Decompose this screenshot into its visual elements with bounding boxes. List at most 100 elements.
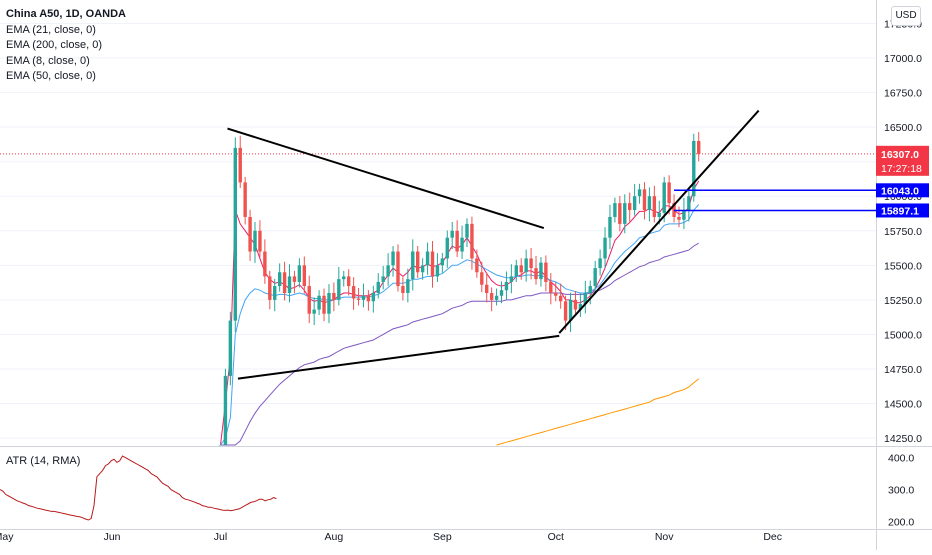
candle-body	[263, 251, 267, 277]
candle-body	[573, 299, 578, 310]
level-tag-label: 16043.0	[881, 185, 919, 197]
candle	[416, 245, 420, 278]
candle	[411, 239, 415, 291]
price-tick-label: 14500.0	[884, 399, 922, 411]
candle-body	[268, 276, 272, 300]
candle-body	[608, 216, 612, 238]
candle	[652, 185, 657, 223]
trendline-rising-support[interactable]	[558, 109, 760, 334]
currency-button[interactable]: USD	[891, 6, 921, 26]
symbol-title[interactable]: China A50, 1D, OANDA	[6, 8, 127, 20]
candle	[332, 282, 336, 312]
price-tick-label: 15000.0	[884, 329, 922, 341]
candle	[391, 245, 395, 277]
price-tick-label: 15750.0	[884, 226, 922, 238]
candle-body	[361, 295, 366, 300]
candle	[386, 253, 390, 286]
candle	[406, 268, 410, 303]
atr-pane	[0, 455, 277, 521]
legend-ema-21[interactable]: EMA (21, close, 0)	[6, 23, 96, 36]
candle	[529, 247, 533, 280]
candle-body	[376, 281, 380, 293]
candle	[228, 311, 233, 386]
date-tick-label: Jul	[214, 531, 227, 543]
candle-body	[292, 276, 297, 282]
candle-body	[598, 258, 602, 269]
candle-body	[406, 279, 410, 293]
indicator-legend: China A50, 1D, OANDA EMA (21, close, 0) …	[6, 7, 126, 85]
axes[interactable]: 17250.017000.016750.016500.016250.016000…	[0, 18, 929, 543]
price-tick-label: 17000.0	[884, 53, 922, 65]
candle	[396, 244, 400, 292]
candle-body	[519, 265, 523, 273]
candle-body	[401, 286, 405, 293]
date-tick-label: Oct	[548, 531, 564, 543]
candle-body	[302, 265, 307, 287]
candle	[268, 270, 272, 310]
candle	[282, 261, 287, 301]
candle-body	[529, 258, 533, 269]
candle-body	[337, 279, 341, 300]
candle-body	[593, 268, 597, 287]
candle	[287, 264, 292, 303]
candle-body	[218, 445, 223, 446]
candle	[627, 192, 632, 222]
candle	[539, 257, 543, 287]
trendline-triangle-upper[interactable]	[227, 127, 545, 229]
candle	[672, 194, 676, 223]
candle	[480, 261, 484, 293]
candle	[366, 290, 371, 311]
date-tick-label: Sep	[433, 531, 452, 543]
candle	[470, 216, 474, 270]
ema-line-21	[220, 204, 700, 446]
atr-legend[interactable]: ATR (14, RMA)	[6, 455, 81, 467]
atr-tick-label: 200.0	[888, 517, 914, 529]
candle-body	[440, 258, 445, 266]
candle-body	[342, 276, 346, 280]
ema-line-8	[220, 180, 700, 446]
candle-body	[445, 237, 449, 259]
candle	[430, 241, 435, 288]
candle-body	[494, 295, 499, 300]
candle	[475, 249, 479, 278]
candle-body	[499, 290, 504, 296]
date-tick-label: Jun	[104, 531, 121, 543]
level-tag-label: 15897.1	[881, 205, 919, 217]
candle-body	[514, 265, 518, 277]
candle-body	[223, 375, 228, 445]
candle	[307, 275, 311, 324]
candle-body	[558, 295, 563, 302]
candle	[687, 190, 691, 222]
candle-body	[391, 251, 395, 266]
candle-body	[539, 262, 543, 280]
candle-body	[312, 309, 316, 314]
candles	[218, 132, 701, 446]
candle-body	[381, 276, 385, 282]
candle-body	[435, 265, 440, 277]
candle	[297, 258, 302, 288]
candle-body	[692, 140, 696, 197]
candle	[489, 287, 494, 312]
trendlines[interactable]	[227, 109, 876, 380]
last-price-tag[interactable]	[876, 145, 929, 176]
level-tag-2[interactable]	[876, 203, 929, 218]
candle-body	[356, 298, 361, 300]
legend-ema-200[interactable]: EMA (200, close, 0)	[6, 39, 102, 51]
candle	[381, 265, 385, 290]
date-tick-label: May	[0, 531, 14, 543]
trendline-triangle-lower[interactable]	[237, 334, 560, 380]
legend-ema-50[interactable]: EMA (50, close, 0)	[6, 70, 96, 82]
date-tick-label: Aug	[325, 531, 344, 543]
candle-body	[682, 210, 686, 220]
candle	[346, 269, 351, 296]
candle-body	[588, 286, 592, 293]
candle-body	[411, 251, 415, 280]
candle	[499, 281, 504, 304]
legend-ema-8[interactable]: EMA (8, close, 0)	[6, 54, 90, 67]
candle-body	[603, 237, 607, 259]
candle	[608, 204, 612, 250]
level-tag-1[interactable]	[876, 183, 929, 198]
